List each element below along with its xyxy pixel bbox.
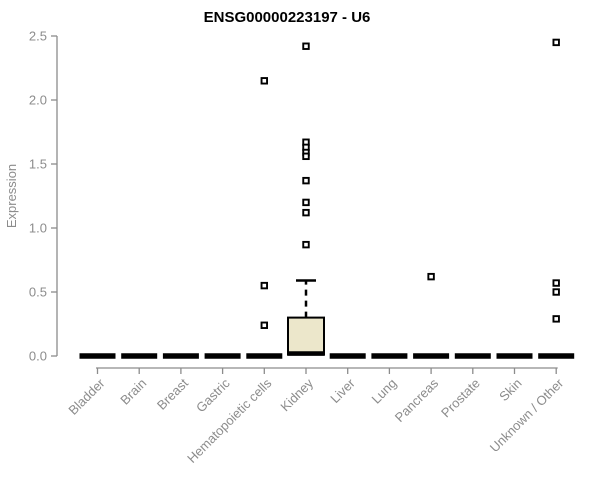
axes-layer: 0.0 0.5 1.0 1.5 2.0 2.5 Bladder Brain Breast Gast… xyxy=(29,29,567,466)
y-tick-label: 0.5 xyxy=(29,285,47,300)
outlier-point xyxy=(552,279,560,287)
outlier-point xyxy=(260,281,268,290)
outlier-point xyxy=(552,315,560,323)
flat-box-bar xyxy=(496,353,533,359)
flat-box-bar xyxy=(329,353,366,359)
outlier-point xyxy=(302,240,310,249)
x-category-label: Brain xyxy=(117,376,149,408)
outlier-point xyxy=(552,288,560,296)
x-category-label: Skin xyxy=(496,376,524,404)
x-category-label: Bladder xyxy=(65,375,108,418)
outlier-point xyxy=(427,272,435,281)
y-tick-label: 2.0 xyxy=(29,93,47,108)
flat-box-bar xyxy=(79,353,116,359)
flat-box-bar xyxy=(204,353,241,359)
y-axis-title: Expression xyxy=(4,164,19,228)
y-tick-label: 1.5 xyxy=(29,157,47,172)
flat-box-bar xyxy=(538,353,575,359)
y-tick-label: 0.0 xyxy=(29,349,47,364)
outlier-point xyxy=(302,42,310,50)
x-category-label: Gastric xyxy=(193,375,233,415)
y-tick-label: 1.0 xyxy=(29,221,47,236)
flat-box-bar xyxy=(121,353,158,359)
x-category-label: Unknown / Other xyxy=(487,375,567,455)
x-category-label: Kidney xyxy=(277,375,316,414)
flat-box-bar xyxy=(246,353,283,359)
outlier-point xyxy=(302,176,310,185)
flat-box-bar xyxy=(454,353,491,359)
x-category-label: Liver xyxy=(327,375,358,406)
boxes-layer xyxy=(79,279,575,359)
outlier-point xyxy=(302,152,310,161)
chart-title: ENSG00000223197 - U6 xyxy=(204,9,371,26)
flat-box-bar xyxy=(413,353,450,359)
outlier-point xyxy=(260,77,268,85)
outlier-point xyxy=(302,208,310,217)
flat-box-bar xyxy=(162,353,199,359)
outliers-layer xyxy=(260,38,560,329)
outlier-point xyxy=(302,198,310,207)
y-tick-label: 2.5 xyxy=(29,29,47,44)
x-category-label: Lung xyxy=(368,376,399,407)
outlier-point xyxy=(552,38,560,47)
flat-box-bar xyxy=(371,353,408,359)
box xyxy=(287,316,325,356)
x-category-label: Breast xyxy=(154,375,191,412)
x-category-label: Prostate xyxy=(438,376,483,421)
x-category-label: Pancreas xyxy=(392,375,442,425)
outlier-point xyxy=(260,321,268,329)
